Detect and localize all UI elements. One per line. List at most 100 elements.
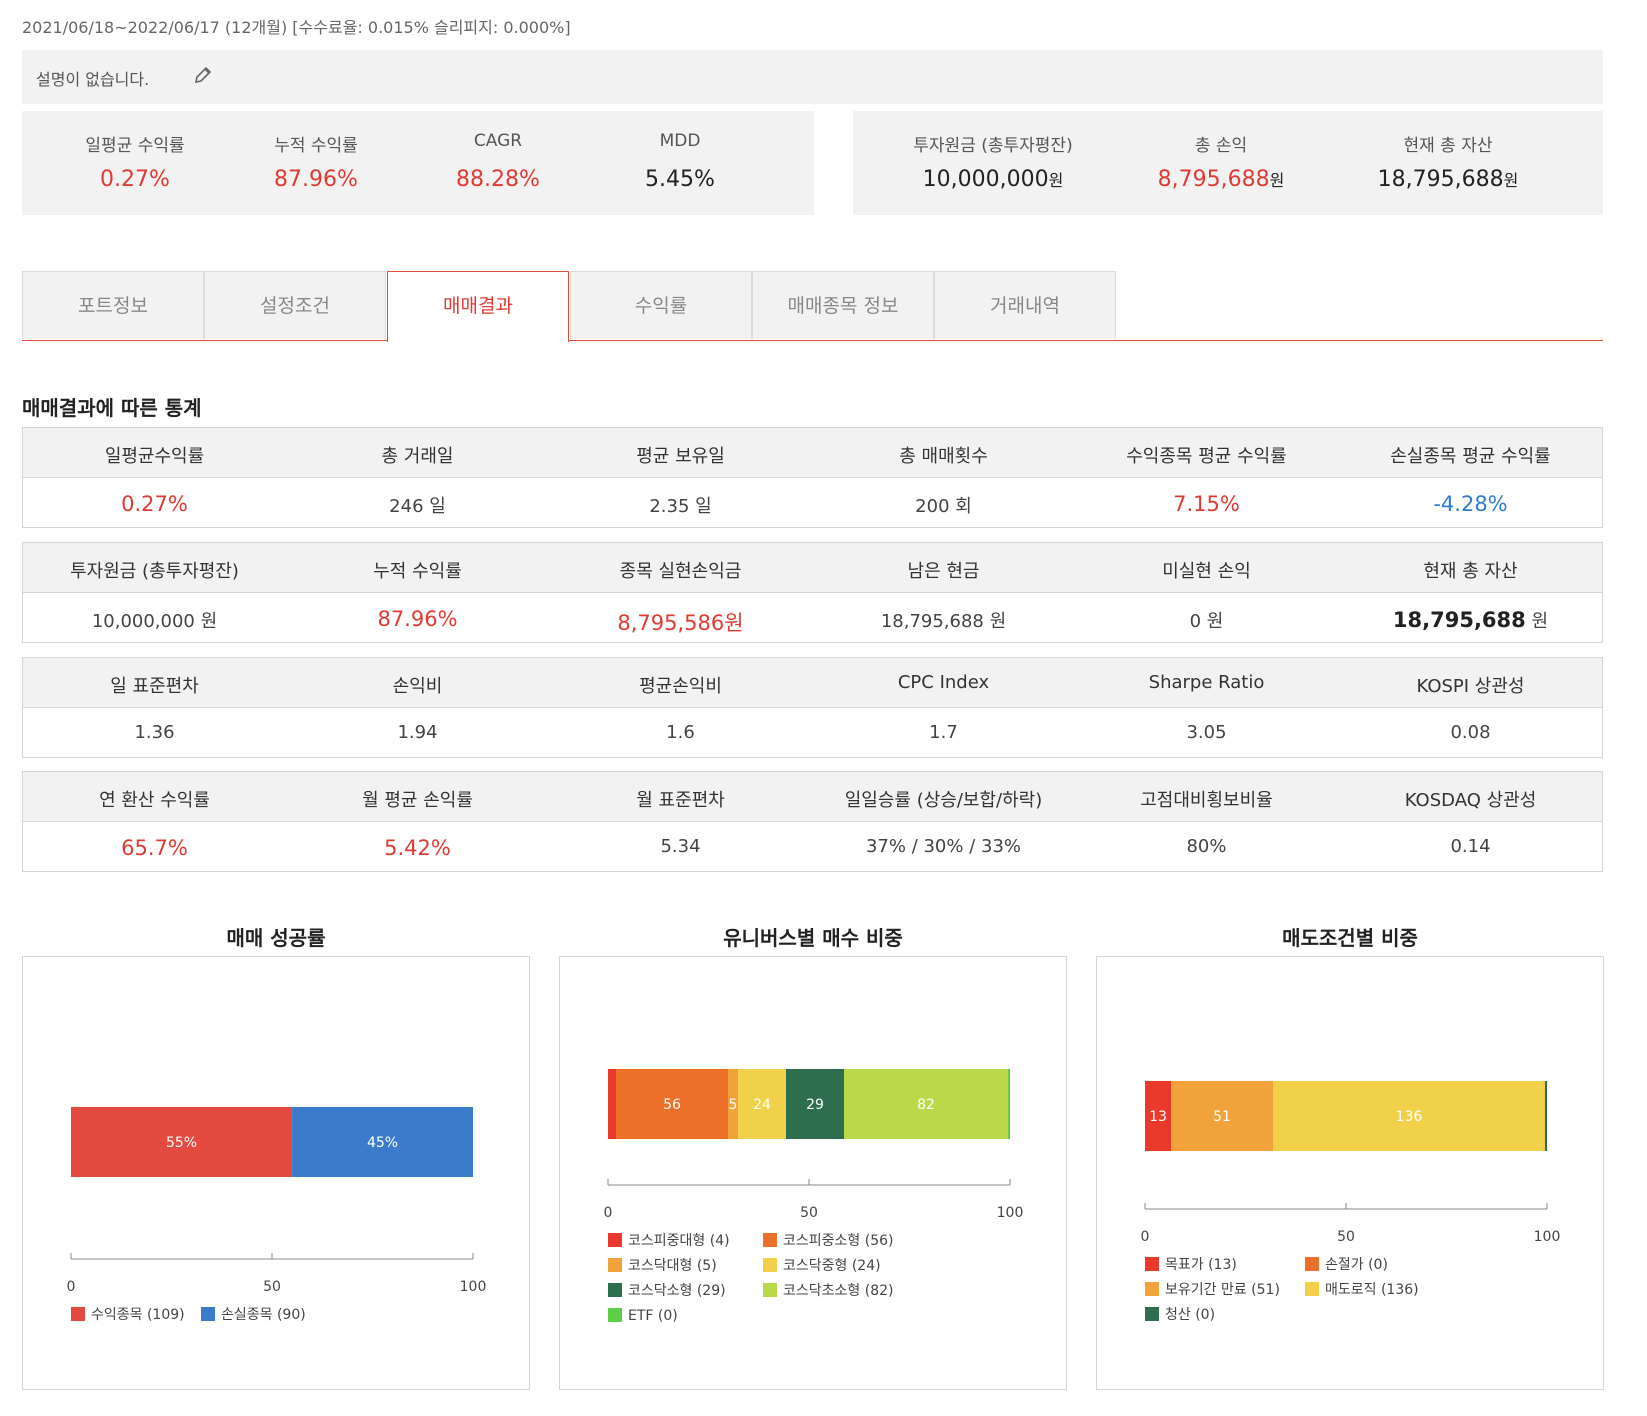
legend-swatch <box>1305 1282 1319 1296</box>
stats-header: 총 거래일 <box>381 446 454 467</box>
bar-value-label: 29 <box>806 1097 824 1113</box>
summary-cagr: CAGR 88.28% <box>413 111 583 215</box>
stats-header: 일일승률 (상승/보합/하락) <box>844 790 1043 811</box>
stats-header-row <box>23 658 1602 708</box>
stats-value: 87.96% <box>377 607 458 631</box>
summary-value: 0.27% <box>100 167 170 192</box>
stats-value: 5.34 <box>660 836 701 857</box>
tab-port-info[interactable]: 포트정보 <box>22 271 204 339</box>
tab-trade-results[interactable]: 매매결과 <box>387 271 569 342</box>
stats-value: 1.36 <box>134 722 175 743</box>
legend-label: 코스닥대형 (5) <box>628 1258 717 1274</box>
stats-value: 1.7 <box>929 722 958 743</box>
stats-title: 매매결과에 따른 통계 <box>22 396 202 420</box>
stats-header-row <box>23 543 1602 593</box>
tab-traded-stocks[interactable]: 매매종목 정보 <box>752 271 934 339</box>
summary-label: 현재 총 자산 <box>1403 136 1493 156</box>
x-tick-label: 100 <box>1534 1229 1561 1245</box>
stats-table-2: 투자원금 (총투자평잔) 누적 수익률 종목 실현손익금 남은 현금 미실현 손… <box>22 542 1603 643</box>
legend-label: 손실종목 (90) <box>221 1307 306 1323</box>
stats-header: 누적 수익률 <box>373 561 462 582</box>
stats-value: 65.7% <box>121 836 188 860</box>
bar-value-label: 5 <box>729 1097 738 1113</box>
stats-table-1: 일평균수익률 총 거래일 평균 보유일 총 매매횟수 수익종목 평균 수익률 손… <box>22 427 1603 528</box>
tab-settings[interactable]: 설정조건 <box>204 271 386 339</box>
x-tick-label: 100 <box>997 1205 1024 1221</box>
stats-value: 246 일 <box>389 496 446 517</box>
legend-label: 코스닥초소형 (82) <box>783 1283 893 1299</box>
legend-swatch <box>1145 1282 1159 1296</box>
stats-header: KOSPI 상관성 <box>1416 676 1525 697</box>
x-tick-label: 100 <box>460 1279 487 1295</box>
stats-header: 평균손익비 <box>639 676 722 697</box>
summary-label: MDD <box>659 131 701 151</box>
chart-success-rate: 55% 45% 0 50 100 수익종목 (109) 손실종목 (90) <box>22 956 530 1390</box>
stats-header: 남은 현금 <box>907 561 980 582</box>
stats-header: 현재 총 자산 <box>1423 561 1518 582</box>
stats-value: 7.15% <box>1173 492 1240 516</box>
chart-svg: 55% 45% 0 50 100 수익종목 (109) 손실종목 (90) <box>67 1107 487 1323</box>
chart-sell-condition: 13 51 136 0 50 100 목표가 (13) 손절가 (0) 보유기간 만료 (51)… <box>1096 956 1604 1390</box>
legend-label: 코스피중소형 (56) <box>783 1233 893 1249</box>
summary-assets: 투자원금 (총투자평잔) 10,000,000원 총 손익 8,795,688원… <box>853 111 1603 215</box>
legend-swatch <box>763 1283 777 1297</box>
backtest-period: 2021/06/18~2022/06/17 (12개월) [수수료율: 0.01… <box>22 18 571 37</box>
summary-label: 총 손익 <box>1194 136 1248 156</box>
stats-header: Sharpe Ratio <box>1148 672 1265 693</box>
stats-value-total-assets: 18,795,688 원 <box>1339 607 1602 633</box>
summary-value: 10,000,000원 <box>893 167 1093 192</box>
stats-header: 투자원금 (총투자평잔) <box>70 561 239 582</box>
bar-value-label: 13 <box>1149 1109 1167 1125</box>
description-text: 설명이 없습니다. <box>36 70 150 89</box>
tab-returns[interactable]: 수익률 <box>570 271 752 339</box>
summary-total-profit: 총 손익 8,795,688원 <box>1121 111 1321 215</box>
chart-title-sell-condition: 매도조건별 비중 <box>1282 926 1418 950</box>
stats-table-3: 일 표준편차 손익비 평균손익비 CPC Index Sharpe Ratio … <box>22 657 1603 758</box>
result-tabs: 포트정보 설정조건 매매결과 수익률 매매종목 정보 거래내역 <box>22 271 1603 343</box>
stats-value: 18,795,688 원 <box>880 611 1007 632</box>
stats-value: 2.35 일 <box>649 496 712 517</box>
stats-header: 손실종목 평균 수익률 <box>1390 446 1551 467</box>
summary-amount: 8,795,688 <box>1157 167 1270 192</box>
summary-unit: 원 <box>1048 171 1064 190</box>
bar-value-label: 55% <box>166 1135 197 1151</box>
x-tick-label: 0 <box>67 1279 76 1295</box>
stats-header: 연 환산 수익률 <box>99 790 210 811</box>
legend-swatch <box>608 1233 622 1247</box>
summary-value: 18,795,688원 <box>1348 167 1548 192</box>
tab-trade-history[interactable]: 거래내역 <box>934 271 1116 339</box>
stats-value: 0 원 <box>1189 611 1224 632</box>
stats-header: 손익비 <box>392 676 443 697</box>
summary-label: 투자원금 (총투자평잔) <box>913 136 1073 156</box>
stats-header-row <box>23 772 1602 822</box>
summary-daily-return: 일평균 수익률 0.27% <box>50 111 220 215</box>
stats-value: 0.14 <box>1450 836 1491 857</box>
summary-value: 88.28% <box>456 167 540 192</box>
summary-value: 87.96% <box>274 167 358 192</box>
x-tick-label: 50 <box>1337 1229 1355 1245</box>
pencil-icon[interactable] <box>192 64 214 86</box>
stats-header: 고점대비횡보비율 <box>1140 790 1273 811</box>
stats-value: 37% / 30% / 33% <box>865 836 1022 857</box>
stats-value: 8,795,586원 <box>617 611 744 635</box>
x-tick-label: 0 <box>604 1205 613 1221</box>
summary-principal: 투자원금 (총투자평잔) 10,000,000원 <box>893 111 1093 215</box>
bar-segment <box>786 1069 844 1139</box>
summary-performance: 일평균 수익률 0.27% 누적 수익률 87.96% CAGR 88.28% … <box>22 111 814 215</box>
stats-header: 평균 보유일 <box>636 446 725 467</box>
legend-label: 코스닥중형 (24) <box>783 1258 881 1274</box>
legend-swatch <box>201 1307 215 1321</box>
stats-header: KOSDAQ 상관성 <box>1404 790 1537 811</box>
x-tick-label: 50 <box>800 1205 818 1221</box>
summary-total-assets: 현재 총 자산 18,795,688원 <box>1348 111 1548 215</box>
bar-segment <box>1145 1081 1171 1151</box>
tab-divider <box>22 340 1603 341</box>
stats-header: 총 매매횟수 <box>899 446 988 467</box>
chart-universe: 56 5 24 29 82 0 50 100 코스피중대형 (4) 코스피중소형 (56) 코스닥대… <box>559 956 1067 1390</box>
summary-value: 5.45% <box>645 167 715 192</box>
bar-value-label: 136 <box>1396 1109 1423 1125</box>
stats-header: 종목 실현손익금 <box>619 561 742 582</box>
bar-segment <box>292 1107 473 1177</box>
stats-header: CPC Index <box>897 672 990 693</box>
chart-title-success-rate: 매매 성공률 <box>226 926 326 950</box>
